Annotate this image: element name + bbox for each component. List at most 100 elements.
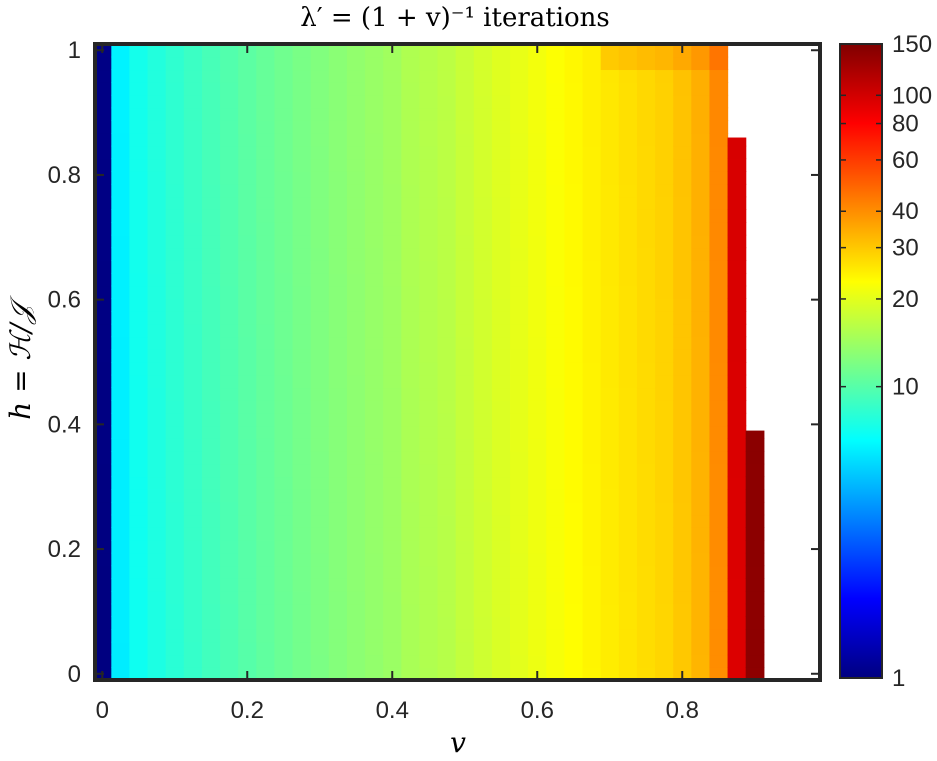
- heatmap-cell: [147, 629, 167, 643]
- heatmap-cell: [419, 374, 439, 389]
- heatmap-cell: [111, 349, 131, 363]
- heatmap-cell: [292, 222, 312, 236]
- heatmap-cell: [582, 82, 602, 96]
- heatmap-cell: [256, 56, 276, 71]
- heatmap-cell: [274, 463, 294, 478]
- heatmap-cell: [165, 654, 185, 668]
- heatmap-cell: [401, 425, 421, 439]
- heatmap-cell: [183, 56, 203, 71]
- heatmap-cell: [201, 629, 221, 643]
- heatmap-cell: [238, 387, 257, 401]
- heatmap-cell: [95, 120, 112, 134]
- heatmap-cell: [600, 552, 620, 567]
- heatmap-cell: [274, 209, 294, 223]
- heatmap-cell: [491, 222, 511, 236]
- heatmap-cell: [401, 298, 421, 312]
- heatmap-cell: [673, 578, 692, 592]
- heatmap-cell: [473, 349, 493, 363]
- heatmap-cell: [111, 183, 131, 198]
- heatmap-cell: [473, 425, 493, 439]
- heatmap-cell: [473, 616, 493, 630]
- y-axis-label: h = ℋ/𝒥: [4, 294, 37, 419]
- heatmap-cell: [383, 336, 402, 350]
- heatmap-cell: [600, 400, 620, 414]
- heatmap-cell: [274, 145, 294, 160]
- heatmap-cell: [528, 56, 547, 71]
- heatmap-cell: [365, 412, 384, 427]
- heatmap-cell: [691, 412, 711, 427]
- heatmap-cell: [437, 336, 457, 350]
- heatmap-cell: [491, 234, 511, 249]
- heatmap-cell: [455, 400, 475, 414]
- heatmap-cell: [95, 272, 112, 287]
- heatmap-cell: [401, 540, 421, 554]
- heatmap-cell: [111, 578, 131, 592]
- heatmap-cell: [201, 336, 221, 350]
- heatmap-cell: [129, 540, 149, 554]
- heatmap-cell: [618, 133, 638, 147]
- heatmap-cell: [600, 629, 620, 643]
- heatmap-cell: [238, 374, 257, 389]
- heatmap-cell: [274, 451, 294, 465]
- heatmap-cell: [528, 527, 547, 541]
- heatmap-cell: [437, 44, 457, 58]
- heatmap-cell: [582, 374, 602, 389]
- heatmap-cell: [455, 476, 475, 490]
- heatmap-cell: [673, 298, 692, 312]
- heatmap-cell: [129, 565, 149, 579]
- heatmap-cell: [473, 438, 493, 452]
- y-tick-label: 1: [68, 37, 81, 64]
- heatmap-cell: [165, 514, 185, 528]
- heatmap-cell: [129, 94, 149, 109]
- heatmap-cell: [727, 463, 747, 478]
- heatmap-cell: [419, 476, 439, 490]
- heatmap-cell: [727, 438, 747, 452]
- heatmap-cell: [220, 336, 239, 350]
- heatmap-cell: [709, 565, 729, 579]
- heatmap-cell: [111, 527, 131, 541]
- heatmap-cell: [346, 323, 366, 338]
- heatmap-cell: [600, 387, 620, 401]
- heatmap-cell: [238, 476, 257, 490]
- heatmap-cell: [600, 374, 620, 389]
- heatmap-cell: [165, 362, 185, 376]
- heatmap-cell: [147, 476, 167, 490]
- heatmap-cell: [600, 514, 620, 528]
- heatmap-cell: [564, 56, 584, 71]
- heatmap-cell: [491, 451, 511, 465]
- heatmap-cell: [292, 56, 312, 71]
- heatmap-cell: [292, 209, 312, 223]
- heatmap-cell: [201, 209, 221, 223]
- heatmap-cell: [274, 311, 294, 325]
- heatmap-cell: [564, 222, 584, 236]
- heatmap-cell: [709, 209, 729, 223]
- heatmap-cell: [183, 438, 203, 452]
- heatmap-cell: [564, 120, 584, 134]
- heatmap-cell: [636, 654, 656, 668]
- heatmap-cell: [183, 667, 203, 681]
- heatmap-cell: [691, 323, 711, 338]
- heatmap-cell: [455, 629, 475, 643]
- heatmap-cell: [564, 438, 584, 452]
- heatmap-cell: [365, 629, 384, 643]
- heatmap-cell: [238, 56, 257, 71]
- heatmap-cell: [655, 222, 674, 236]
- heatmap-cell: [673, 451, 692, 465]
- heatmap-cell: [709, 400, 729, 414]
- heatmap-cell: [346, 82, 366, 96]
- heatmap-cell: [419, 222, 439, 236]
- heatmap-cell: [727, 349, 747, 363]
- heatmap-cell: [745, 501, 765, 516]
- heatmap-cell: [111, 412, 131, 427]
- heatmap-cell: [510, 438, 529, 452]
- heatmap-cell: [111, 107, 131, 121]
- heatmap-cell: [546, 387, 566, 401]
- heatmap-cell: [582, 107, 602, 121]
- heatmap-cell: [147, 209, 167, 223]
- heatmap-cell: [636, 489, 656, 503]
- heatmap-cell: [437, 183, 457, 198]
- colorbar-tick-label: 100: [892, 82, 932, 109]
- heatmap-cell: [455, 489, 475, 503]
- heatmap-cell: [455, 56, 475, 71]
- heatmap-cell: [528, 145, 547, 160]
